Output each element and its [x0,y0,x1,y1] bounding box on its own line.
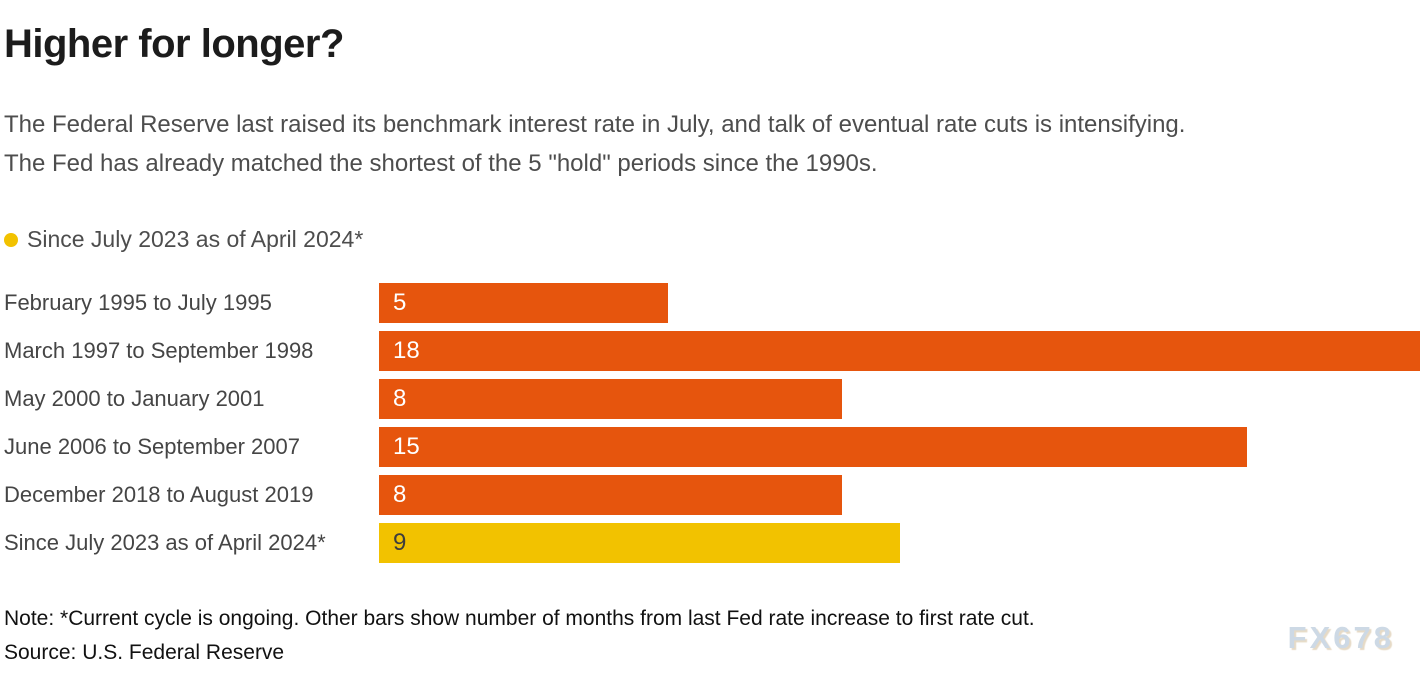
table-row: March 1997 to September 1998 18 [4,331,1420,371]
bar-category-label: June 2006 to September 2007 [4,434,301,459]
table-row: June 2006 to September 2007 15 [4,427,1420,467]
chart-subtitle: The Federal Reserve last raised its benc… [4,105,1185,183]
table-row: May 2000 to January 2001 8 [4,379,1420,419]
bar-category-label: March 1997 to September 1998 [4,338,314,363]
table-row: Since July 2023 as of April 2024* 9 [4,523,1420,563]
bar: 5 [379,283,669,323]
bar-value-label: 8 [393,481,407,508]
bar: 15 [379,427,1247,467]
bar-value-label: 8 [393,385,407,412]
legend-dot-icon [4,232,18,247]
bar-category-label: May 2000 to January 2001 [4,386,265,411]
bar-value-label: 5 [393,289,407,316]
legend: Since July 2023 as of April 2024* [4,226,363,253]
bar-value-label: 15 [393,433,420,460]
bar-track: 5 [379,283,1420,323]
bar-category-label: December 2018 to August 2019 [4,482,314,507]
bar-track: 8 [379,379,1420,419]
chart-source: Source: U.S. Federal Reserve [4,641,285,664]
watermark: FX678 [1287,620,1394,655]
bar-track: 15 [379,427,1420,467]
bar-chart: February 1995 to July 1995 5 March 1997 to… [4,283,1420,571]
bar-track: 18 [379,331,1420,371]
bar-category-label: February 1995 to July 1995 [4,290,272,315]
subtitle-line-1: The Federal Reserve last raised its benc… [4,111,1186,138]
bar-track: 9 [379,523,1420,563]
bar: 9 [379,523,900,563]
bar-track: 8 [379,475,1420,515]
bar-value-label: 18 [393,337,420,364]
bar: 8 [379,379,842,419]
bar-category-label: Since July 2023 as of April 2024* [4,530,326,555]
legend-label: Since July 2023 as of April 2024* [27,226,364,252]
subtitle-line-2: The Fed has already matched the shortest… [4,150,878,177]
chart-note: Note: *Current cycle is ongoing. Other b… [4,607,1035,630]
page-title: Higher for longer? [4,22,344,66]
bar-value-label: 9 [393,529,407,556]
bar: 8 [379,475,842,515]
bar: 18 [379,331,1420,371]
table-row: December 2018 to August 2019 8 [4,475,1420,515]
table-row: February 1995 to July 1995 5 [4,283,1420,323]
